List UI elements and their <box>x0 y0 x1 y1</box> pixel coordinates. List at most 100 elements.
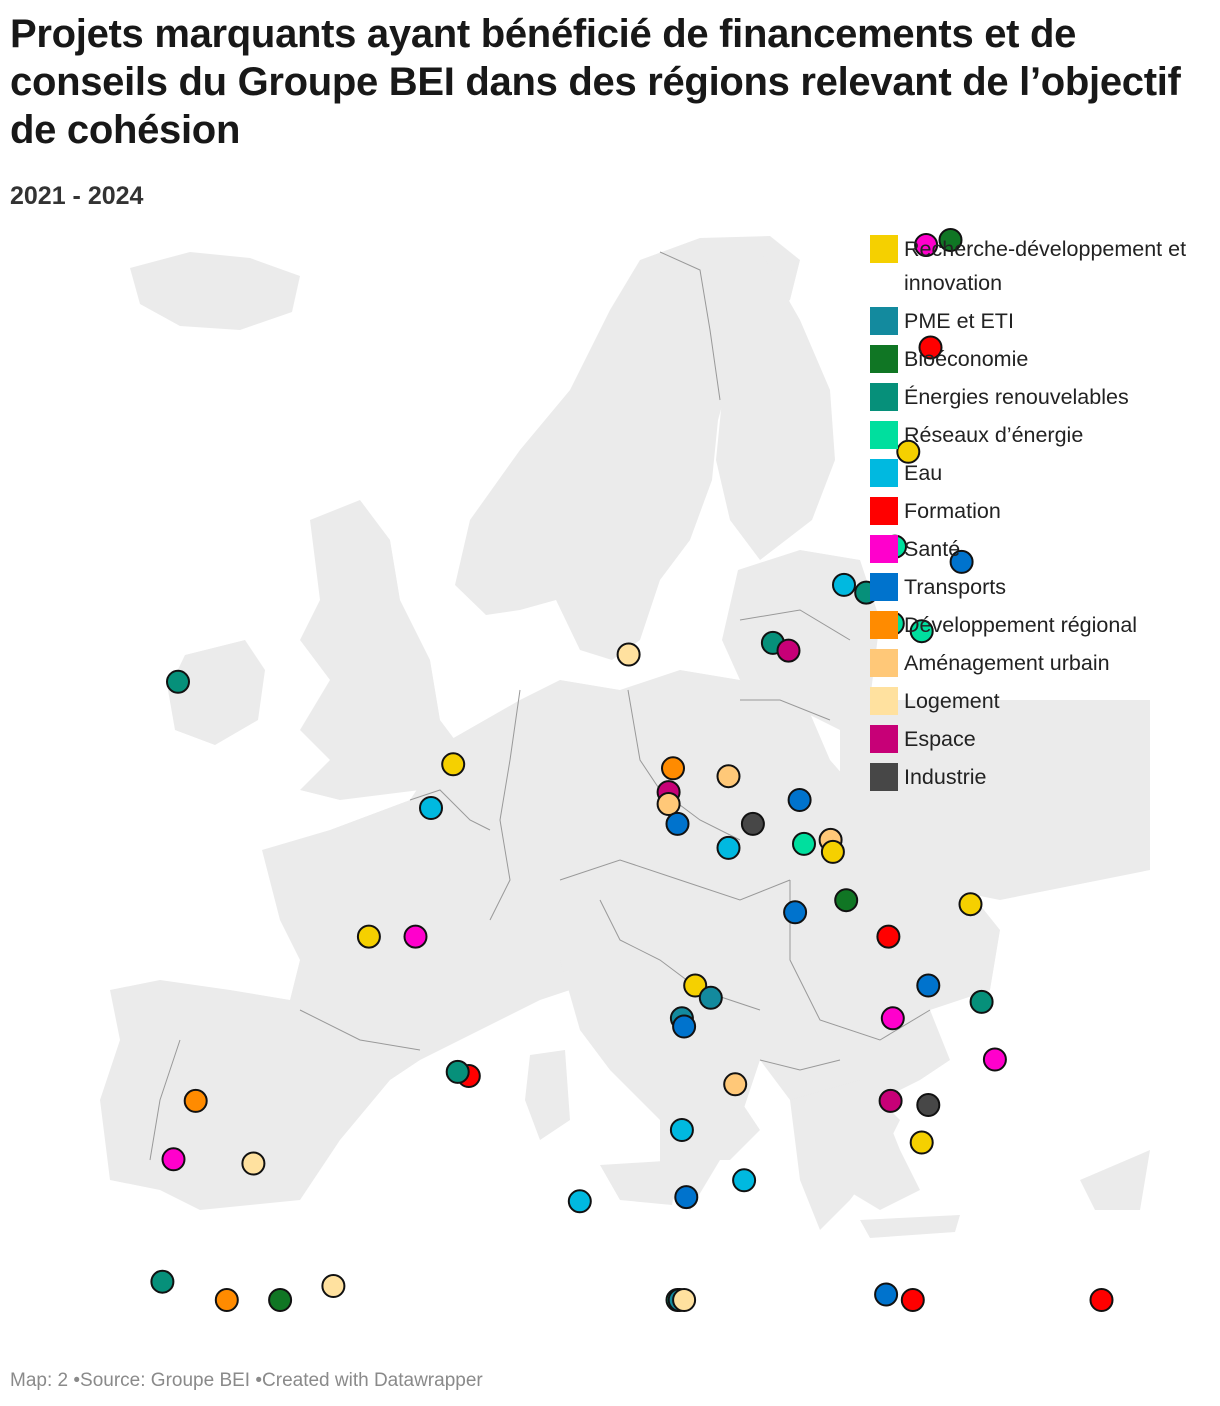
legend-swatch <box>870 345 898 373</box>
project-marker-rdi[interactable] <box>909 1130 934 1155</box>
landmass-continent <box>100 670 1000 1210</box>
project-marker-eau[interactable] <box>419 796 443 820</box>
project-marker-log[interactable] <box>616 642 641 667</box>
landmass-great-britain <box>300 500 470 800</box>
project-marker-ame[interactable] <box>656 792 681 816</box>
project-marker-tra[interactable] <box>665 811 690 836</box>
project-marker-ind[interactable] <box>740 811 765 836</box>
project-marker-rdi[interactable] <box>683 973 708 998</box>
project-marker-tra[interactable] <box>674 1185 699 1210</box>
legend-label: Santé <box>904 537 961 561</box>
project-marker-log[interactable] <box>321 1274 346 1298</box>
project-marker-rdi[interactable] <box>441 752 466 777</box>
project-marker-esp[interactable] <box>878 1088 903 1113</box>
project-marker-tra[interactable] <box>949 549 974 574</box>
project-marker-ind[interactable] <box>916 1093 941 1117</box>
legend-swatch <box>870 535 898 563</box>
footer-credit[interactable]: Created with Datawrapper <box>250 1370 483 1391</box>
project-marker-ame[interactable] <box>723 1072 748 1097</box>
legend-swatch <box>870 307 898 335</box>
project-marker-eau[interactable] <box>732 1168 757 1193</box>
project-marker-san[interactable] <box>982 1047 1007 1072</box>
border-line <box>409 789 491 831</box>
project-marker-eau[interactable] <box>669 1118 694 1142</box>
project-marker-tra[interactable] <box>916 973 941 998</box>
project-marker-dev[interactable] <box>183 1088 208 1113</box>
legend-item-dev: Développement régional <box>870 610 1210 642</box>
project-marker-san[interactable] <box>403 924 428 949</box>
footer: Map: 2Source: Groupe BEICreated with Dat… <box>10 1370 483 1392</box>
project-marker-ren[interactable] <box>166 669 190 694</box>
project-marker-ren[interactable] <box>150 1269 175 1294</box>
project-marker-tra[interactable] <box>787 788 812 812</box>
project-marker-san[interactable] <box>161 1147 186 1172</box>
border-line <box>299 1009 421 1051</box>
project-marker-san[interactable] <box>914 233 939 257</box>
chart-subtitle: 2021 - 2024 <box>10 182 144 210</box>
project-marker-bio[interactable] <box>834 888 859 913</box>
legend-label: Espace <box>904 727 976 751</box>
project-marker-eau[interactable] <box>832 572 856 597</box>
legend-swatch <box>870 763 898 791</box>
project-marker-for[interactable] <box>876 924 901 949</box>
project-marker-tra[interactable] <box>783 900 808 925</box>
legend-swatch <box>870 611 898 639</box>
landmass-iceland <box>130 252 300 330</box>
project-marker-eau[interactable] <box>567 1189 592 1214</box>
project-marker-for[interactable] <box>918 335 943 360</box>
landmass-east <box>840 700 1150 900</box>
legend-swatch <box>870 725 898 753</box>
project-marker-res[interactable] <box>792 831 816 856</box>
project-marker-bio[interactable] <box>938 228 963 252</box>
project-marker-rdi[interactable] <box>958 892 983 917</box>
landmass-sicily <box>600 1160 680 1205</box>
landmass-sardinia <box>525 1050 570 1140</box>
project-marker-ren[interactable] <box>969 989 994 1014</box>
project-marker-ren[interactable] <box>445 1059 470 1084</box>
landmass-finland <box>700 250 835 560</box>
project-marker-dev[interactable] <box>214 1288 239 1312</box>
legend-label: Bioéconomie <box>904 347 1029 371</box>
legend-item-log: Logement <box>870 686 1210 718</box>
project-marker-for[interactable] <box>900 1288 925 1312</box>
project-marker-dev[interactable] <box>661 756 685 781</box>
legend-swatch <box>870 497 898 525</box>
project-marker-pme[interactable] <box>698 985 723 1010</box>
legend-item-ind: Industrie <box>870 762 1210 794</box>
project-marker-tra[interactable] <box>672 1014 697 1039</box>
border-line <box>740 699 831 721</box>
legend-label: Logement <box>904 689 1000 713</box>
legend-swatch <box>870 687 898 715</box>
project-marker-san[interactable] <box>880 1006 905 1031</box>
legend-item-rdi: Recherche-développement et innovation <box>870 234 1210 300</box>
project-marker-rdi[interactable] <box>356 924 381 949</box>
landmass-ireland <box>168 640 265 745</box>
project-marker-res[interactable] <box>909 619 934 644</box>
project-marker-rdi[interactable] <box>896 439 921 464</box>
project-marker-log[interactable] <box>241 1151 266 1176</box>
chart-title: Projets marquants ayant bénéficié de fin… <box>10 12 1181 152</box>
border-line <box>659 251 721 401</box>
project-marker-rdi[interactable] <box>820 839 845 864</box>
project-marker-esp[interactable] <box>776 638 801 663</box>
border-line <box>739 609 851 641</box>
legend-item-eau: Eau <box>870 458 1210 490</box>
project-marker-log[interactable] <box>672 1288 697 1312</box>
footer-source: Source: Groupe BEI <box>68 1370 250 1391</box>
legend-label: Aménagement urbain <box>904 651 1110 675</box>
project-marker-eau[interactable] <box>716 835 741 860</box>
project-marker-ame[interactable] <box>716 764 741 789</box>
legend-swatch <box>870 235 898 263</box>
project-marker-tra[interactable] <box>874 1282 899 1307</box>
land-shapes <box>100 236 1150 1238</box>
legend: Recherche-développement et innovation PM… <box>870 234 1210 800</box>
legend-item-ren: Énergies renouvelables <box>870 382 1210 414</box>
border-line <box>789 880 931 1041</box>
project-marker-for[interactable] <box>1089 1288 1114 1312</box>
legend-swatch <box>870 459 898 487</box>
legend-item-san: Santé <box>870 534 1210 566</box>
project-marker-bio[interactable] <box>268 1288 293 1312</box>
legend-label: Énergies renouvelables <box>904 385 1129 409</box>
border-line <box>559 859 791 901</box>
legend-swatch <box>870 421 898 449</box>
